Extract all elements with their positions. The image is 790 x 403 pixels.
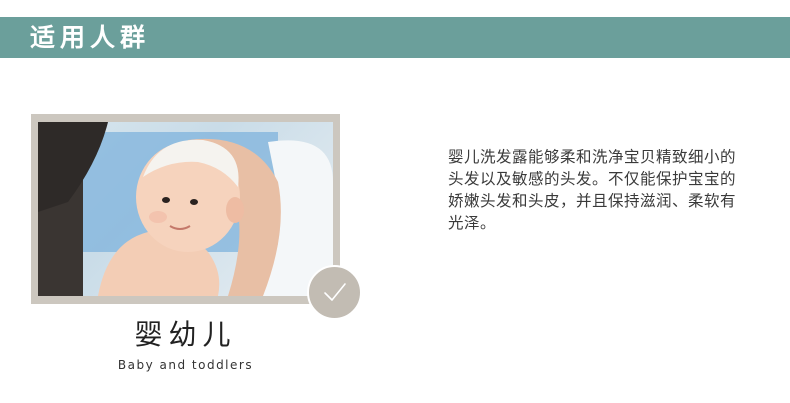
photo-frame (31, 114, 340, 304)
section-header-bar (0, 17, 790, 58)
check-badge (307, 265, 362, 320)
baby-bath-photo (38, 122, 333, 296)
product-description: 婴儿洗发露能够柔和洗净宝贝精致细小的头发以及敏感的头发。不仅能保护宝宝的娇嫩头发… (448, 148, 737, 232)
audience-label: 婴幼儿 (134, 318, 237, 351)
audience-label-english: Baby and toddlers (117, 358, 254, 372)
section-title: 适用人群 (30, 23, 151, 52)
check-icon (324, 283, 346, 301)
baby-illustration (38, 122, 333, 296)
